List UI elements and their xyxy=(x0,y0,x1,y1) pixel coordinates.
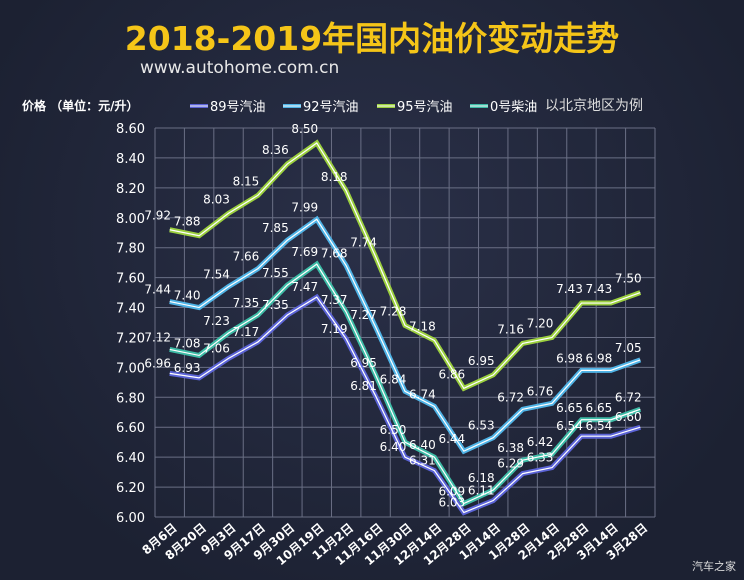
data-label: 6.65 xyxy=(556,401,583,415)
series-line-inner xyxy=(169,263,641,505)
data-label: 7.37 xyxy=(321,293,348,307)
y-tick-label: 7.20 xyxy=(116,331,145,346)
data-label: 7.55 xyxy=(262,266,289,280)
data-label: 6.53 xyxy=(468,419,495,433)
data-label: 7.66 xyxy=(233,250,260,264)
data-label: 6.60 xyxy=(615,410,642,424)
data-label: 7.69 xyxy=(291,245,318,259)
legend-label: 0号柴油 xyxy=(490,100,537,115)
data-label: 6.42 xyxy=(527,435,554,449)
source-url: www.autohome.com.cn xyxy=(140,58,340,78)
data-label: 6.65 xyxy=(586,401,613,415)
data-label: 7.88 xyxy=(174,215,201,229)
data-label: 7.18 xyxy=(409,319,436,333)
data-label: 6.54 xyxy=(556,419,583,433)
data-label: 6.40 xyxy=(380,440,407,454)
y-tick-label: 8.40 xyxy=(116,152,145,167)
y-tick-label: 6.80 xyxy=(116,391,145,406)
data-label: 7.50 xyxy=(615,272,642,286)
legend-label: 89号汽油 xyxy=(210,100,266,115)
data-label: 6.50 xyxy=(380,423,407,437)
data-label: 6.96 xyxy=(144,356,171,370)
data-label: 6.95 xyxy=(468,354,495,368)
y-tick-label: 7.00 xyxy=(116,361,145,376)
data-label: 7.23 xyxy=(203,314,230,328)
data-label: 8.15 xyxy=(233,174,260,188)
data-label: 7.20 xyxy=(527,316,554,330)
data-label: 7.06 xyxy=(203,341,230,355)
data-label: 7.12 xyxy=(144,330,171,344)
data-label: 6.18 xyxy=(468,471,495,485)
data-label: 6.81 xyxy=(350,379,377,393)
y-tick-label: 8.00 xyxy=(116,212,145,227)
data-label: 6.40 xyxy=(409,438,436,452)
y-tick-label: 7.40 xyxy=(116,302,145,317)
series-line-inner xyxy=(169,296,641,514)
data-label: 7.74 xyxy=(350,236,377,250)
data-label: 6.93 xyxy=(174,361,201,375)
data-label: 7.43 xyxy=(586,282,613,296)
data-label: 6.44 xyxy=(438,432,465,446)
data-label: 6.74 xyxy=(409,387,436,401)
y-tick-label: 6.20 xyxy=(116,481,145,496)
y-tick-label: 6.60 xyxy=(116,421,145,436)
y-tick-label: 6.00 xyxy=(116,511,145,526)
y-tick-label: 8.20 xyxy=(116,182,145,197)
data-label: 7.08 xyxy=(174,336,201,350)
data-label: 6.86 xyxy=(438,367,465,381)
data-label: 7.17 xyxy=(233,325,260,339)
legend-label: 92号汽油 xyxy=(303,100,359,115)
data-label: 8.50 xyxy=(291,122,318,136)
data-label: 7.27 xyxy=(350,308,377,322)
data-label: 7.92 xyxy=(144,209,171,223)
data-label: 6.38 xyxy=(497,441,524,455)
data-label: 6.84 xyxy=(380,372,407,386)
data-label: 6.72 xyxy=(497,390,524,404)
data-label: 8.18 xyxy=(321,170,348,184)
data-label: 7.43 xyxy=(556,282,583,296)
y-tick-label: 7.80 xyxy=(116,242,145,257)
data-label: 7.99 xyxy=(291,200,318,214)
y-tick-label: 6.40 xyxy=(116,451,145,466)
data-label: 7.68 xyxy=(321,247,348,261)
data-label: 7.47 xyxy=(291,280,318,294)
data-label: 6.76 xyxy=(527,384,554,398)
data-label: 7.44 xyxy=(144,283,171,297)
chart-title: 2018-2019年国内油价变动走势 xyxy=(124,19,620,58)
y-tick-label: 8.60 xyxy=(116,122,145,137)
series-line-inner xyxy=(169,142,641,390)
footer-logo: 汽车之家 xyxy=(692,560,736,573)
chart-note: 以北京地区为例 xyxy=(545,98,643,114)
data-label: 8.36 xyxy=(262,143,289,157)
data-label: 7.16 xyxy=(497,322,524,336)
legend-label: 95号汽油 xyxy=(397,100,453,115)
data-label: 6.54 xyxy=(586,419,613,433)
data-label: 7.35 xyxy=(233,296,260,310)
data-label: 6.98 xyxy=(556,351,583,365)
data-label: 6.03 xyxy=(438,496,465,510)
data-label: 6.11 xyxy=(468,484,495,498)
data-label: 7.40 xyxy=(174,289,201,303)
data-label: 6.72 xyxy=(615,390,642,404)
data-label: 6.33 xyxy=(527,451,554,465)
data-label: 6.09 xyxy=(438,485,465,499)
data-label: 7.05 xyxy=(615,341,642,355)
y-axis-label: 价格 （单位：元/升） xyxy=(22,98,139,113)
y-tick-label: 7.60 xyxy=(116,272,145,287)
data-label: 6.98 xyxy=(586,351,613,365)
data-label: 6.31 xyxy=(409,454,436,468)
data-label: 7.54 xyxy=(203,268,230,282)
data-label: 8.03 xyxy=(203,192,230,206)
data-label: 6.95 xyxy=(350,356,377,370)
data-label: 7.28 xyxy=(380,304,407,318)
data-label: 7.19 xyxy=(321,322,348,336)
data-label: 6.29 xyxy=(497,457,524,471)
series-line-inner xyxy=(169,218,641,452)
data-label: 7.35 xyxy=(262,298,289,312)
data-label: 7.85 xyxy=(262,221,289,235)
